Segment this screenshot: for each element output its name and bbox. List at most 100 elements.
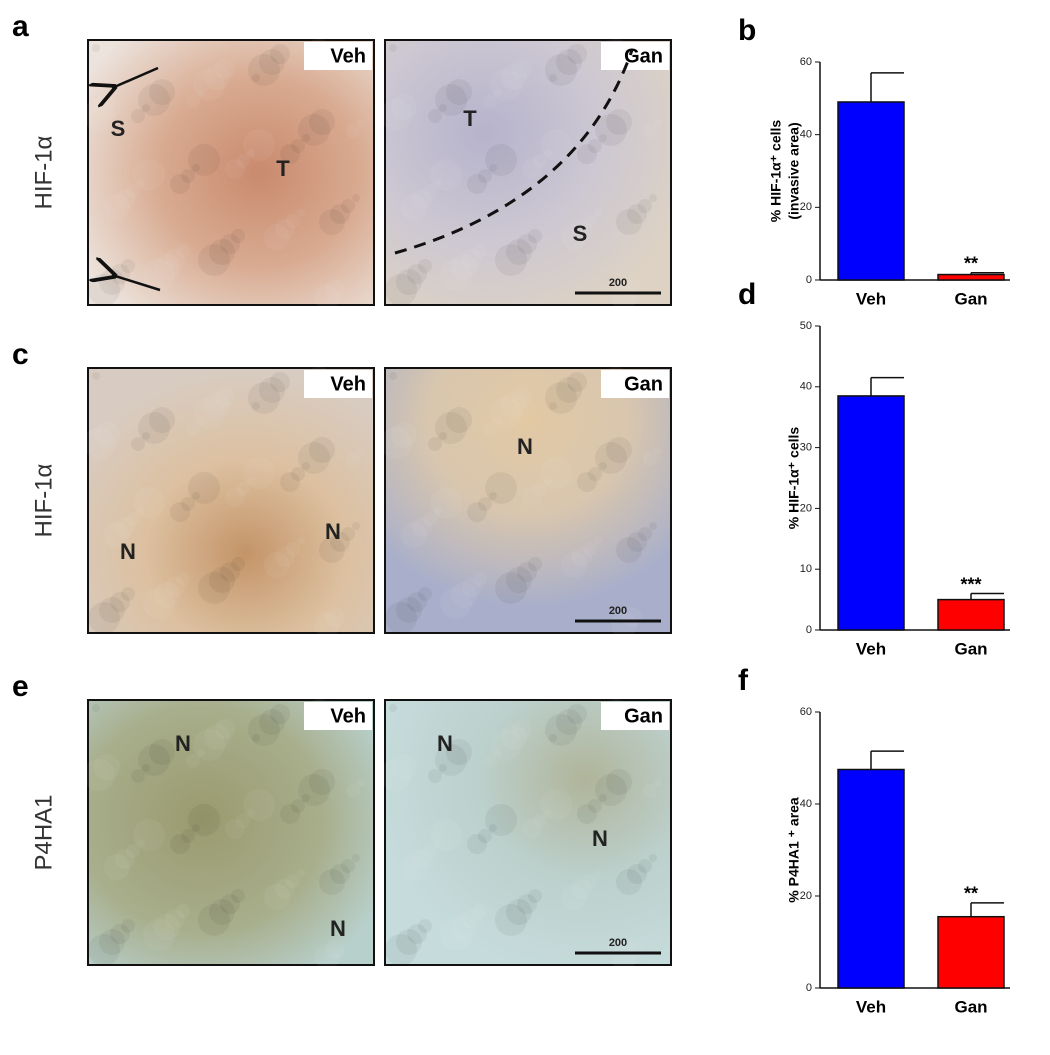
- texture: [412, 517, 432, 537]
- texture: [467, 174, 487, 194]
- texture: [462, 577, 482, 597]
- significance: ***: [960, 574, 981, 594]
- texture: [556, 49, 582, 75]
- bar: [937, 915, 1005, 989]
- texture: [181, 497, 195, 511]
- texture: [220, 562, 240, 582]
- texture: [352, 522, 360, 530]
- texture: [506, 239, 532, 265]
- texture: [243, 789, 275, 821]
- texture: [446, 739, 472, 765]
- texture: [275, 547, 295, 567]
- texture: [319, 869, 345, 895]
- texture: [314, 284, 340, 310]
- tag-box: [601, 370, 669, 398]
- y-axis-label: % P4HA1 ⁺ area: [786, 797, 802, 903]
- texture: [264, 884, 290, 910]
- region-label: S: [111, 116, 126, 141]
- texture: [192, 824, 200, 832]
- texture: [556, 709, 582, 735]
- region-label: N: [325, 519, 341, 544]
- texture: [121, 919, 135, 933]
- texture: [412, 849, 432, 869]
- texture: [643, 124, 657, 138]
- texture: [435, 412, 467, 444]
- texture: [478, 169, 492, 183]
- texture: [583, 874, 597, 888]
- y-tick-label: 20: [800, 502, 812, 514]
- texture: [495, 572, 527, 604]
- bar: [937, 273, 1005, 281]
- texture: [259, 377, 285, 403]
- texture: [236, 154, 250, 168]
- texture: [380, 427, 412, 459]
- y-tick-label: 0: [806, 982, 812, 994]
- texture: [298, 774, 330, 806]
- texture: [346, 452, 360, 466]
- texture: [401, 522, 427, 548]
- texture: [193, 397, 225, 429]
- texture: [545, 382, 577, 414]
- texture: [198, 904, 230, 936]
- texture: [396, 597, 422, 623]
- texture: [99, 929, 125, 955]
- texture: [389, 704, 397, 712]
- texture: [577, 472, 597, 492]
- texture: [297, 209, 305, 217]
- texture: [494, 89, 502, 97]
- panel-label: f: [738, 664, 749, 697]
- category-label: Veh: [856, 639, 886, 658]
- panel-label: d: [738, 278, 756, 311]
- texture: [302, 462, 310, 470]
- texture: [556, 377, 582, 403]
- texture: [407, 924, 427, 944]
- texture: [138, 744, 170, 776]
- texture: [264, 552, 290, 578]
- texture: [522, 159, 542, 179]
- texture: [236, 482, 250, 496]
- texture: [99, 597, 125, 623]
- texture: [193, 69, 225, 101]
- texture: [528, 889, 542, 903]
- texture: [143, 587, 175, 619]
- texture: [643, 452, 657, 466]
- texture: [495, 904, 527, 936]
- texture: [428, 437, 442, 451]
- texture: [110, 924, 130, 944]
- texture: [188, 144, 220, 176]
- stain-label: HIF-1α: [30, 463, 57, 537]
- texture: [501, 392, 527, 418]
- texture: [143, 919, 175, 951]
- texture: [407, 264, 427, 284]
- texture: [236, 814, 250, 828]
- texture: [389, 372, 397, 380]
- texture: [616, 209, 642, 235]
- texture: [588, 799, 602, 813]
- texture: [490, 397, 522, 429]
- region-label: S: [573, 221, 588, 246]
- y-axis-label: (invasive area): [786, 122, 802, 219]
- texture: [215, 719, 235, 739]
- tag-box: [304, 702, 372, 730]
- region-label: T: [463, 106, 477, 131]
- texture: [243, 457, 275, 489]
- texture: [325, 939, 345, 959]
- stain-label: P4HA1: [30, 794, 57, 870]
- texture: [149, 739, 175, 765]
- texture: [434, 507, 442, 515]
- texture: [594, 869, 602, 877]
- y-tick-label: 40: [800, 381, 812, 393]
- texture: [280, 144, 300, 164]
- scale-label: 200: [609, 605, 627, 617]
- texture: [418, 259, 432, 273]
- texture: [462, 249, 482, 269]
- texture: [215, 387, 235, 407]
- y-tick-label: 0: [806, 274, 812, 286]
- texture: [423, 512, 437, 526]
- panel-label: a: [12, 10, 29, 43]
- texture: [220, 894, 240, 914]
- y-tick-label: 50: [800, 320, 812, 332]
- y-tick-label: 40: [800, 129, 812, 141]
- texture: [252, 734, 260, 742]
- texture: [412, 189, 432, 209]
